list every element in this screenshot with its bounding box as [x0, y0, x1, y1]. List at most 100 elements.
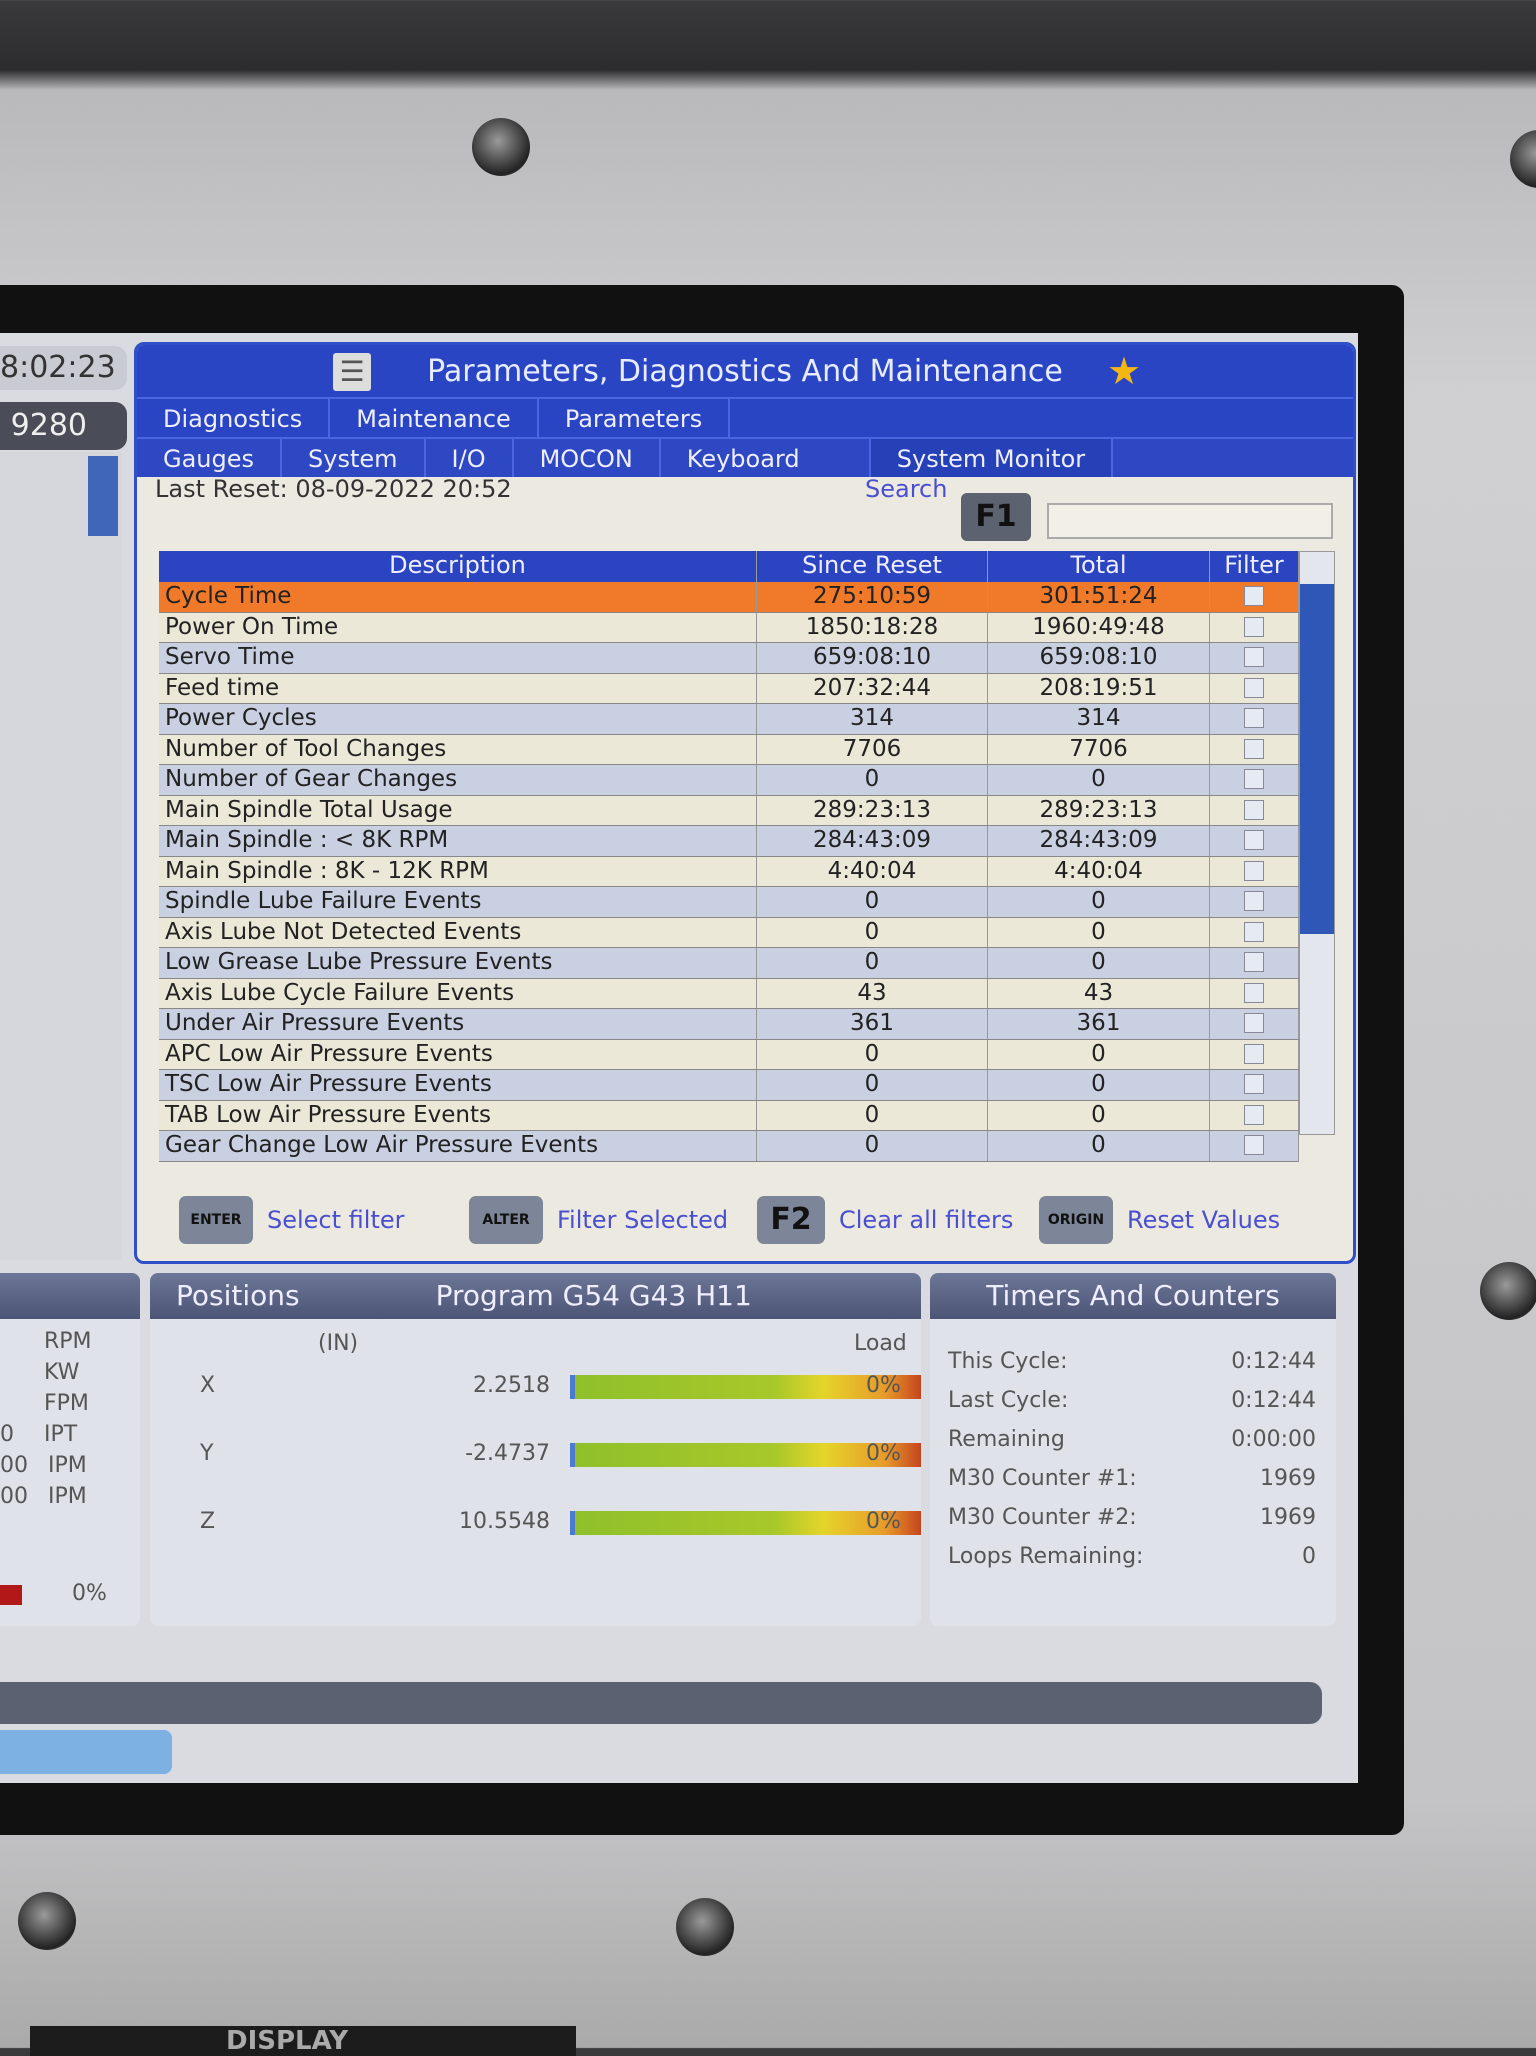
axis-load: 0%	[866, 1509, 901, 1534]
table-scrollbar[interactable]	[1299, 551, 1335, 1135]
filter-checkbox[interactable]	[1244, 1013, 1264, 1033]
table-row[interactable]: Power Cycles 314 314	[159, 704, 1299, 735]
timer-label: Last Cycle:	[948, 1388, 1069, 1413]
table-row[interactable]: Power On Time 1850:18:28 1960:49:48	[159, 612, 1299, 643]
tab-keyboard[interactable]: Keyboard	[661, 439, 871, 477]
row-since-reset: 1850:18:28	[757, 612, 988, 642]
unit-ipt: IPT	[44, 1422, 78, 1447]
table-row[interactable]: Low Grease Lube Pressure Events 0 0	[159, 948, 1299, 979]
tab-maintenance[interactable]: Maintenance	[330, 399, 539, 437]
filter-checkbox[interactable]	[1244, 799, 1264, 820]
table-row[interactable]: Servo Time 659:08:10 659:08:10	[159, 643, 1299, 674]
timer-label: Loops Remaining:	[948, 1544, 1144, 1569]
table-row[interactable]: Axis Lube Not Detected Events 0 0	[159, 917, 1299, 948]
table-row[interactable]: Main Spindle Total Usage 289:23:13 289:23:…	[159, 795, 1299, 826]
table-row[interactable]: Feed time 207:32:44 208:19:51	[159, 673, 1299, 704]
row-since-reset: 4:40:04	[757, 856, 988, 886]
filter-checkbox[interactable]	[1244, 616, 1264, 637]
row-total: 4:40:04	[988, 856, 1210, 886]
search-input[interactable]	[1047, 503, 1333, 539]
timer-value: 1969	[1260, 1466, 1316, 1491]
tab-mocon[interactable]: MOCON	[514, 439, 661, 477]
filter-checkbox[interactable]	[1244, 921, 1264, 942]
row-filter	[1210, 856, 1299, 886]
row-since-reset: 0	[757, 917, 988, 947]
origin-key[interactable]: ORIGIN	[1039, 1196, 1113, 1244]
select-filter-button[interactable]: ENTER Select filter	[179, 1196, 405, 1244]
filter-checkbox[interactable]	[1244, 677, 1264, 698]
filter-checkbox[interactable]	[1244, 708, 1264, 728]
row-since-reset: 289:23:13	[757, 795, 988, 825]
filter-checkbox[interactable]	[1244, 1104, 1264, 1125]
filter-checkbox[interactable]	[1244, 1043, 1264, 1064]
row-total: 301:51:24	[988, 582, 1210, 612]
filter-checkbox[interactable]	[1244, 982, 1264, 1003]
clock: 8:02:23	[0, 346, 127, 390]
table-row[interactable]: Number of Gear Changes 0 0	[159, 765, 1299, 796]
tab-system[interactable]: System	[282, 439, 426, 477]
table-row[interactable]: Main Spindle : < 8K RPM 284:43:09 284:43:0…	[159, 826, 1299, 857]
table-row[interactable]: TSC Low Air Pressure Events 0 0	[159, 1070, 1299, 1101]
left-list	[0, 452, 122, 1260]
screw-icon	[18, 1892, 76, 1950]
filter-checkbox[interactable]	[1244, 830, 1264, 850]
row-total: 0	[988, 948, 1210, 978]
select-filter-label: Select filter	[267, 1206, 405, 1234]
star-icon[interactable]: ★	[1107, 349, 1142, 393]
screw-icon	[1480, 1262, 1536, 1320]
table-row[interactable]: Axis Lube Cycle Failure Events 43 43	[159, 978, 1299, 1009]
table-row[interactable]: Number of Tool Changes 7706 7706	[159, 734, 1299, 765]
enter-key[interactable]: ENTER	[179, 1196, 253, 1244]
filter-checkbox[interactable]	[1244, 647, 1264, 667]
bottom-tab[interactable]	[0, 1730, 172, 1774]
counters-table: Description Since Reset Total Filter Cyc…	[159, 551, 1299, 1162]
table-row[interactable]: Main Spindle : 8K - 12K RPM 4:40:04 4:40:0…	[159, 856, 1299, 887]
filter-selected-button[interactable]: ALTER Filter Selected	[469, 1196, 728, 1244]
tab-parameters[interactable]: Parameters	[539, 399, 731, 437]
filter-checkbox[interactable]	[1244, 891, 1264, 911]
filter-checkbox[interactable]	[1244, 860, 1264, 881]
filter-checkbox[interactable]	[1244, 769, 1264, 789]
clear-filters-button[interactable]: F2 Clear all filters	[757, 1196, 1013, 1244]
timer-label: M30 Counter #2:	[948, 1505, 1137, 1530]
f2-key[interactable]: F2	[757, 1196, 825, 1244]
row-filter	[1210, 582, 1299, 612]
filter-checkbox[interactable]	[1244, 1074, 1264, 1094]
tab-diagnostics[interactable]: Diagnostics	[137, 399, 331, 437]
table-row[interactable]: Gear Change Low Air Pressure Events 0 0	[159, 1131, 1299, 1162]
row-total: 314	[988, 704, 1210, 734]
row-filter	[1210, 1100, 1299, 1130]
table-row[interactable]: Cycle Time 275:10:59 301:51:24	[159, 582, 1299, 613]
row-total: 284:43:09	[988, 826, 1210, 856]
row-filter	[1210, 643, 1299, 673]
row-total: 1960:49:48	[988, 612, 1210, 642]
row-since-reset: 0	[757, 948, 988, 978]
spindle-load: 0%	[72, 1581, 107, 1606]
table-row[interactable]: Under Air Pressure Events 361 361	[159, 1009, 1299, 1040]
tab-system-monitor[interactable]: System Monitor	[870, 439, 1114, 477]
filter-checkbox[interactable]	[1244, 738, 1264, 759]
row-since-reset: 284:43:09	[757, 826, 988, 856]
search-f1-key[interactable]: F1	[961, 493, 1031, 541]
alter-key[interactable]: ALTER	[469, 1196, 543, 1244]
axis-label: X	[200, 1373, 216, 1398]
row-total: 7706	[988, 734, 1210, 764]
row-since-reset: 0	[757, 1070, 988, 1100]
timers-title: Timers And Counters	[930, 1273, 1336, 1319]
table-row[interactable]: TAB Low Air Pressure Events 0 0	[159, 1100, 1299, 1131]
tab-io[interactable]: I/O	[426, 439, 514, 477]
row-since-reset: 0	[757, 1131, 988, 1161]
program-codes: Program G54 G43 H11	[435, 1279, 752, 1312]
reset-values-button[interactable]: ORIGIN Reset Values	[1039, 1196, 1280, 1244]
table-row[interactable]: APC Low Air Pressure Events 0 0	[159, 1039, 1299, 1070]
filter-checkbox[interactable]	[1244, 586, 1264, 606]
table-row[interactable]: Spindle Lube Failure Events 0 0	[159, 887, 1299, 918]
row-description: Main Spindle Total Usage	[159, 795, 757, 825]
menu-icon[interactable]: ☰	[333, 353, 371, 391]
tab-gauges[interactable]: Gauges	[137, 439, 283, 477]
row-since-reset: 0	[757, 765, 988, 795]
filter-checkbox[interactable]	[1244, 952, 1264, 972]
scrollbar-thumb[interactable]	[1300, 584, 1334, 934]
filter-checkbox[interactable]	[1244, 1135, 1264, 1155]
left-scrollbar[interactable]	[88, 456, 118, 536]
